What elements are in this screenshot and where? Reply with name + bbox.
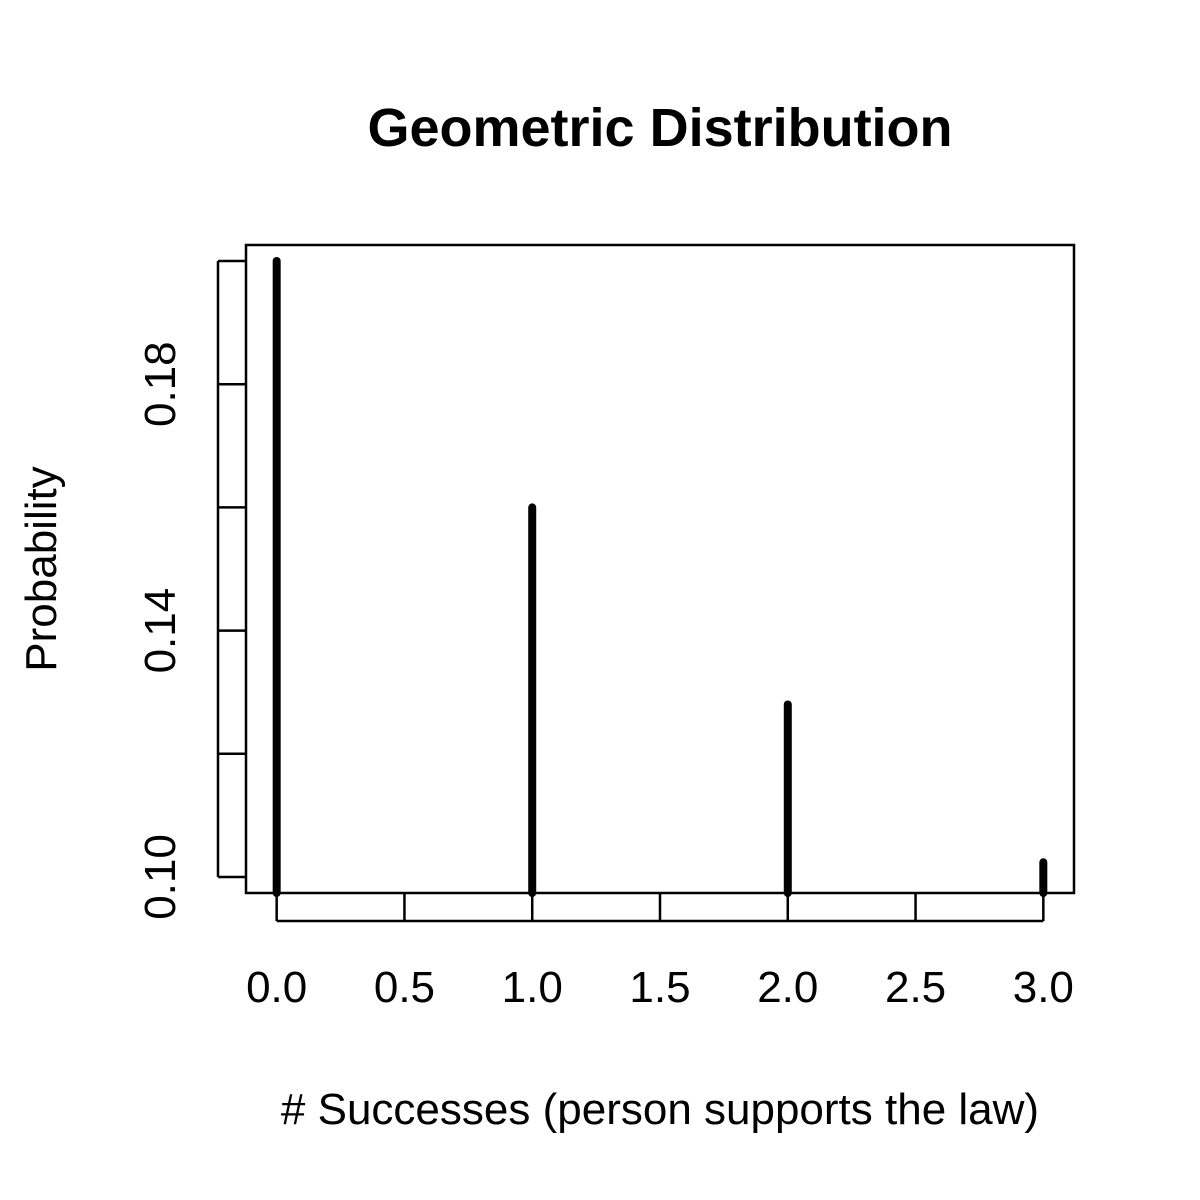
x-tick-label: 2.0 <box>757 963 818 1012</box>
x-tick-label: 1.0 <box>502 963 563 1012</box>
y-tick-label: 0.18 <box>136 341 185 427</box>
x-axis-label: # Successes (person supports the law) <box>281 1085 1039 1134</box>
chart-title: Geometric Distribution <box>367 98 952 158</box>
y-tick-label: 0.10 <box>136 834 185 920</box>
x-tick-label: 3.0 <box>1013 963 1074 1012</box>
x-tick-label: 1.5 <box>629 963 690 1012</box>
plot-frame <box>244 243 1076 895</box>
y-axis-label: Probability <box>17 466 66 671</box>
x-tick-label: 2.5 <box>885 963 946 1012</box>
y-tick-label: 0.14 <box>136 588 185 674</box>
x-tick-label: 0.0 <box>246 963 307 1012</box>
x-axis: 0.0 0.5 1.0 1.5 2.0 2.5 3.0 <box>246 893 1074 1012</box>
x-tick-label: 0.5 <box>374 963 435 1012</box>
y-axis: 0.10 0.14 0.18 <box>136 259 246 920</box>
probability-stems <box>272 257 1048 897</box>
